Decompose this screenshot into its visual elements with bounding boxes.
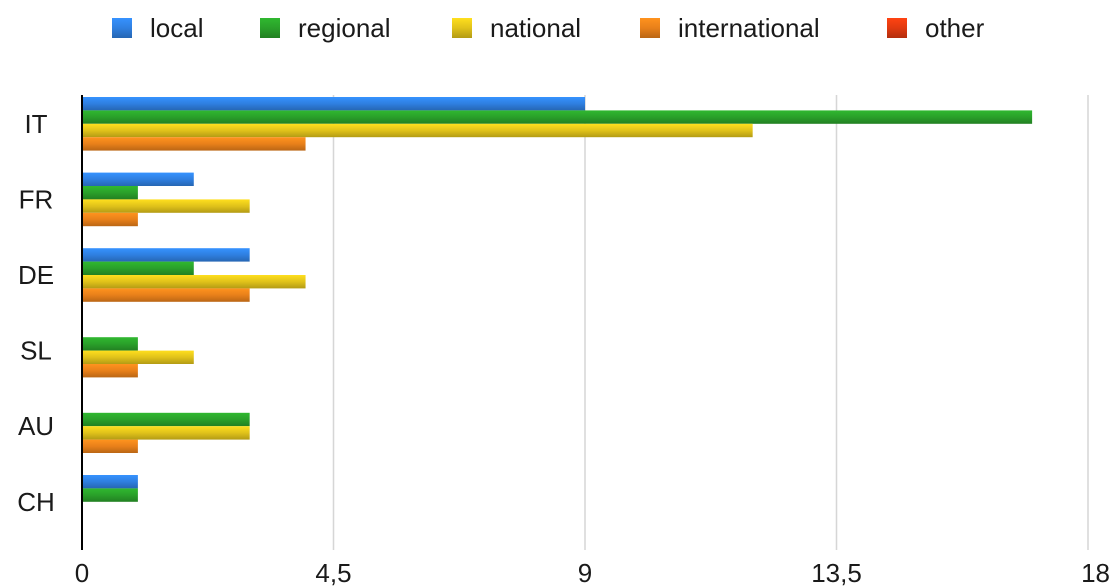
- bar-international-DE: [82, 288, 250, 302]
- bar-international-IT: [82, 137, 306, 151]
- bar-international-SL: [82, 364, 138, 378]
- legend-item-other: other: [887, 10, 984, 46]
- legend-item-regional: regional: [260, 10, 391, 46]
- bar-regional-SL: [82, 337, 138, 351]
- bar-international-FR: [82, 212, 138, 227]
- category-label: AU: [18, 411, 54, 441]
- legend-item-national: national: [452, 10, 581, 46]
- legend-item-international: international: [640, 10, 820, 46]
- legend-label: local: [150, 12, 204, 43]
- bar-national-SL: [82, 350, 194, 364]
- legend-swatch: [452, 18, 472, 38]
- legend: local regional national international other: [0, 10, 1114, 46]
- bar-national-AU: [82, 426, 250, 440]
- bar-international-AU: [82, 439, 138, 453]
- legend-label: international: [678, 12, 820, 43]
- bar-local-DE: [82, 248, 250, 262]
- legend-swatch: [260, 18, 280, 38]
- legend-label: regional: [298, 12, 391, 43]
- bar-regional-IT: [82, 110, 1033, 124]
- category-label: FR: [19, 184, 54, 214]
- legend-swatch: [112, 18, 132, 38]
- x-tick-label: 9: [578, 558, 592, 588]
- x-tick-label: 0: [75, 558, 89, 588]
- x-tick-label: 4,5: [315, 558, 351, 588]
- category-label: SL: [20, 336, 52, 366]
- bar-national-FR: [82, 199, 250, 213]
- bar-local-CH: [82, 475, 138, 489]
- bar-regional-DE: [82, 261, 194, 275]
- category-label: CH: [17, 487, 55, 517]
- x-tick-label: 13,5: [811, 558, 862, 588]
- bar-national-DE: [82, 275, 306, 289]
- bar-regional-FR: [82, 186, 138, 200]
- x-tick-label: 18: [1081, 558, 1110, 588]
- bar-national-IT: [82, 123, 753, 138]
- bar-local-IT: [82, 97, 585, 111]
- bar-local-FR: [82, 172, 194, 186]
- legend-label: other: [925, 12, 985, 43]
- legend-label: national: [490, 12, 582, 43]
- legend-swatch: [887, 18, 907, 38]
- legend-item-local: local: [112, 10, 203, 46]
- legend-swatch: [640, 18, 660, 38]
- bar-regional-AU: [82, 412, 250, 427]
- category-label: DE: [18, 260, 54, 290]
- bar-regional-CH: [82, 488, 138, 502]
- category-label: IT: [24, 109, 47, 139]
